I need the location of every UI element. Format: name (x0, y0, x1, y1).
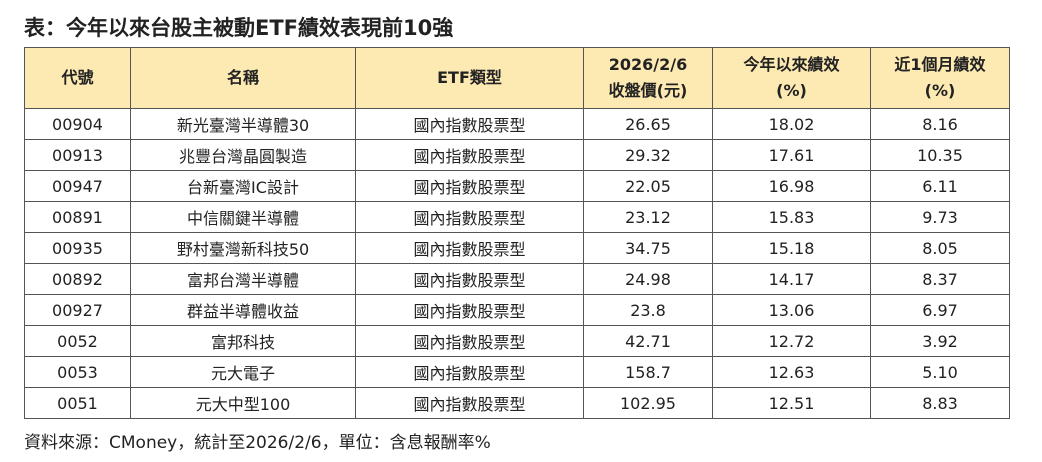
table-cell: 13.06 (712, 294, 871, 326)
header-cell: ETF類型 (355, 47, 584, 109)
table-cell: 15.18 (712, 232, 871, 264)
table-cell: 元大中型100 (130, 387, 356, 419)
etf-table: 代號 名稱 ETF類型 2026/2/6 收盤價(元) 今年以來績效 (%) 近1個月績效 (%… (24, 47, 1010, 419)
table-cell: 12.63 (712, 356, 871, 388)
table-cell: 23.12 (583, 201, 713, 233)
header-text: ETF類型 (437, 68, 502, 87)
table-cell: 8.37 (870, 263, 1010, 295)
table-cell: 0053 (24, 356, 131, 388)
table-cell: 12.72 (712, 325, 871, 357)
header-cell: 今年以來績效 (%) (712, 47, 871, 109)
table-cell: 9.73 (870, 201, 1010, 233)
table-cell: 3.92 (870, 325, 1010, 357)
header-text: 近1個月績效 (894, 55, 986, 74)
header-cell: 代號 (24, 47, 131, 109)
table-cell: 國內指數股票型 (355, 139, 584, 171)
table-cell: 野村臺灣新科技50 (130, 232, 356, 264)
table-cell: 國內指數股票型 (355, 170, 584, 202)
header-text: (%) (924, 81, 956, 100)
table-cell: 國內指數股票型 (355, 356, 584, 388)
header-text: (%) (776, 81, 807, 100)
table-cell: 10.35 (870, 139, 1010, 171)
table-cell: 17.61 (712, 139, 871, 171)
table-cell: 台新臺灣IC設計 (130, 170, 356, 202)
table-row: 00904 新光臺灣半導體30 國內指數股票型 26.65 18.02 8.16 (24, 108, 1010, 140)
table-header: 代號 名稱 ETF類型 2026/2/6 收盤價(元) 今年以來績效 (%) 近1個月績效 (%… (24, 47, 1010, 109)
header-text: 代號 (61, 68, 94, 87)
table-row: 0053 元大電子 國內指數股票型 158.7 12.63 5.10 (24, 356, 1010, 388)
table-cell: 群益半導體收益 (130, 294, 356, 326)
table-row: 00913 兆豐台灣晶圓製造 國內指數股票型 29.32 17.61 10.35 (24, 139, 1010, 171)
header-text: 2026/2/6 (608, 55, 688, 74)
table-cell: 0051 (24, 387, 131, 419)
header-cell: 近1個月績效 (%) (870, 47, 1010, 109)
table-cell: 16.98 (712, 170, 871, 202)
table-cell: 34.75 (583, 232, 713, 264)
table-cell: 6.97 (870, 294, 1010, 326)
table-cell: 00927 (24, 294, 131, 326)
table-cell: 8.05 (870, 232, 1010, 264)
table-cell: 國內指數股票型 (355, 201, 584, 233)
table-cell: 0052 (24, 325, 131, 357)
table-cell: 00892 (24, 263, 131, 295)
table-cell: 18.02 (712, 108, 871, 140)
title: 表：今年以來台股主被動ETF績效表現前10強 (24, 16, 454, 40)
table-cell: 22.05 (583, 170, 713, 202)
table-cell: 國內指數股票型 (355, 294, 584, 326)
table-cell: 15.83 (712, 201, 871, 233)
table-cell: 00947 (24, 170, 131, 202)
table-cell: 14.17 (712, 263, 871, 295)
header-cell: 2026/2/6 收盤價(元) (583, 47, 713, 109)
table-cell: 新光臺灣半導體30 (130, 108, 356, 140)
table-cell: 富邦台灣半導體 (130, 263, 356, 295)
table-row: 0051 元大中型100 國內指數股票型 102.95 12.51 8.83 (24, 387, 1010, 419)
header-text: 收盤價(元) (608, 81, 688, 100)
table-cell: 29.32 (583, 139, 713, 171)
table-cell: 00913 (24, 139, 131, 171)
table-cell: 12.51 (712, 387, 871, 419)
table-row: 00927 群益半導體收益 國內指數股票型 23.8 13.06 6.97 (24, 294, 1010, 326)
table-cell: 24.98 (583, 263, 713, 295)
header-cell: 名稱 (130, 47, 356, 109)
table-cell: 國內指數股票型 (355, 387, 584, 419)
table-cell: 國內指數股票型 (355, 108, 584, 140)
table-cell: 102.95 (583, 387, 713, 419)
table-cell: 兆豐台灣晶圓製造 (130, 139, 356, 171)
table-row: 00947 台新臺灣IC設計 國內指數股票型 22.05 16.98 6.11 (24, 170, 1010, 202)
table-row: 0052 富邦科技 國內指數股票型 42.71 12.72 3.92 (24, 325, 1010, 357)
table-cell: 5.10 (870, 356, 1010, 388)
table-cell: 6.11 (870, 170, 1010, 202)
table-cell: 國內指數股票型 (355, 232, 584, 264)
table-cell: 00891 (24, 201, 131, 233)
table-cell: 23.8 (583, 294, 713, 326)
table-body: 00904 新光臺灣半導體30 國內指數股票型 26.65 18.02 8.16 00913… (24, 108, 1010, 419)
table-row: 00891 中信關鍵半導體 國內指數股票型 23.12 15.83 9.73 (24, 201, 1010, 233)
table-cell: 8.83 (870, 387, 1010, 419)
table-cell: 00935 (24, 232, 131, 264)
table-cell: 8.16 (870, 108, 1010, 140)
table-cell: 富邦科技 (130, 325, 356, 357)
table-cell: 42.71 (583, 325, 713, 357)
table-row: 00935 野村臺灣新科技50 國內指數股票型 34.75 15.18 8.05 (24, 232, 1010, 264)
table-cell: 158.7 (583, 356, 713, 388)
table-cell: 00904 (24, 108, 131, 140)
table-row: 00892 富邦台灣半導體 國內指數股票型 24.98 14.17 8.37 (24, 263, 1010, 295)
table-cell: 中信關鍵半導體 (130, 201, 356, 233)
header-text: 名稱 (226, 68, 259, 87)
footnote: 資料來源：CMoney，統計至2026/2/6，單位：含息報酬率% (24, 433, 491, 453)
table-cell: 元大電子 (130, 356, 356, 388)
table-cell: 國內指數股票型 (355, 263, 584, 295)
table-cell: 國內指數股票型 (355, 325, 584, 357)
table-cell: 26.65 (583, 108, 713, 140)
header-row: 代號 名稱 ETF類型 2026/2/6 收盤價(元) 今年以來績效 (%) 近1個月績效 (%… (24, 47, 1010, 109)
header-text: 今年以來績效 (743, 55, 840, 74)
